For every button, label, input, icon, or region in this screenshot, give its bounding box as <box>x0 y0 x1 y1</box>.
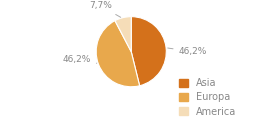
Text: 46,2%: 46,2% <box>62 55 97 64</box>
Text: 7,7%: 7,7% <box>89 1 121 17</box>
Wedge shape <box>131 17 166 86</box>
Wedge shape <box>115 17 131 52</box>
Wedge shape <box>96 21 140 87</box>
Legend: Asia, Europa, America: Asia, Europa, America <box>177 76 238 119</box>
Text: 46,2%: 46,2% <box>168 47 207 56</box>
